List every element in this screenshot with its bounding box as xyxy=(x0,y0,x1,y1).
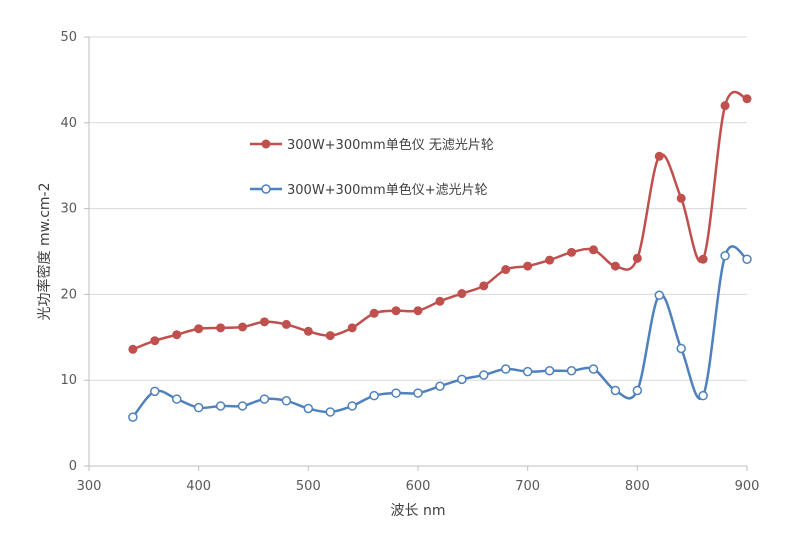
data-point xyxy=(435,381,445,391)
data-point xyxy=(238,322,248,332)
tick-labels: 0 10 20 30 40 50 300 400 500 600 700 800 900 xyxy=(60,30,759,494)
y-tick-label: 40 xyxy=(60,116,77,131)
data-point xyxy=(698,254,708,264)
x-tick-label: 600 xyxy=(406,479,431,494)
gridlines xyxy=(89,36,747,381)
data-point xyxy=(281,319,291,329)
data-point xyxy=(676,193,686,203)
data-point xyxy=(500,364,511,374)
legend-entry: 300W+300mm单色仪 无滤光片轮 xyxy=(250,137,494,153)
data-point xyxy=(347,323,357,333)
data-point xyxy=(216,323,226,333)
legend-entry: 300W+300mm单色仪+滤光片轮 xyxy=(250,182,488,198)
x-tick-label: 900 xyxy=(735,479,760,494)
y-tick-label: 10 xyxy=(60,373,77,388)
data-point xyxy=(325,331,335,341)
data-point xyxy=(281,396,292,406)
data-point xyxy=(391,306,401,316)
series-2 xyxy=(128,245,752,422)
data-point xyxy=(172,330,182,340)
data-point xyxy=(720,101,730,111)
y-tick-label: 20 xyxy=(60,287,77,302)
data-point xyxy=(150,386,160,397)
data-point xyxy=(567,247,577,257)
data-point xyxy=(435,296,445,306)
legend-label: 300W+300mm单色仪 无滤光片轮 xyxy=(287,137,494,153)
data-point xyxy=(544,366,555,376)
series xyxy=(128,90,752,422)
x-tick-label: 400 xyxy=(186,479,211,494)
data-point xyxy=(632,385,643,396)
data-point xyxy=(303,403,314,414)
data-point xyxy=(742,94,752,104)
legend: 300W+300mm单色仪 无滤光片轮 300W+300mm单色仪+滤光片轮 xyxy=(250,137,494,198)
axes xyxy=(88,37,747,467)
x-tick-label: 700 xyxy=(515,479,540,494)
legend-marker xyxy=(261,184,271,194)
data-point xyxy=(413,388,423,398)
data-point xyxy=(523,261,533,271)
data-point xyxy=(215,401,226,411)
legend-label: 300W+300mm单色仪+滤光片轮 xyxy=(287,182,488,198)
y-tick-label: 30 xyxy=(60,202,77,217)
series-line xyxy=(131,245,749,419)
data-point xyxy=(457,374,467,385)
series-1 xyxy=(128,90,752,354)
data-point xyxy=(128,344,138,354)
data-point xyxy=(194,324,204,334)
data-point xyxy=(369,308,379,318)
data-point xyxy=(654,151,664,161)
data-point xyxy=(369,390,379,401)
data-point xyxy=(720,251,730,261)
x-tick-label: 500 xyxy=(296,479,321,494)
data-point xyxy=(588,245,598,255)
data-point xyxy=(150,336,160,346)
data-point xyxy=(545,255,555,265)
data-point xyxy=(479,281,489,291)
data-point xyxy=(632,253,642,263)
data-point xyxy=(171,394,182,404)
x-axis-title: 波长 nm xyxy=(391,503,446,519)
data-point xyxy=(259,317,269,327)
data-point xyxy=(698,390,708,401)
data-point xyxy=(413,306,423,316)
data-point xyxy=(391,388,401,398)
data-point xyxy=(259,394,270,404)
data-point xyxy=(303,326,313,336)
data-point xyxy=(479,370,489,380)
legend-marker xyxy=(261,139,271,149)
data-point xyxy=(237,401,248,411)
data-point xyxy=(610,385,621,396)
data-point xyxy=(676,343,686,354)
data-point xyxy=(457,289,467,299)
y-tick-label: 50 xyxy=(60,30,77,45)
data-point xyxy=(742,254,752,264)
data-point xyxy=(128,412,138,422)
data-point xyxy=(347,401,357,411)
data-point xyxy=(654,290,665,301)
y-axis-title: 光功率密度 mw.cm-2 xyxy=(36,183,53,321)
data-point xyxy=(325,407,336,417)
x-tick-label: 800 xyxy=(625,479,650,494)
data-point xyxy=(588,364,599,374)
data-point xyxy=(193,402,204,413)
data-point xyxy=(501,265,511,275)
x-tick-label: 300 xyxy=(77,479,102,494)
data-point xyxy=(566,366,577,376)
data-point xyxy=(610,261,620,271)
data-point xyxy=(522,366,533,377)
y-tick-label: 0 xyxy=(69,459,77,474)
